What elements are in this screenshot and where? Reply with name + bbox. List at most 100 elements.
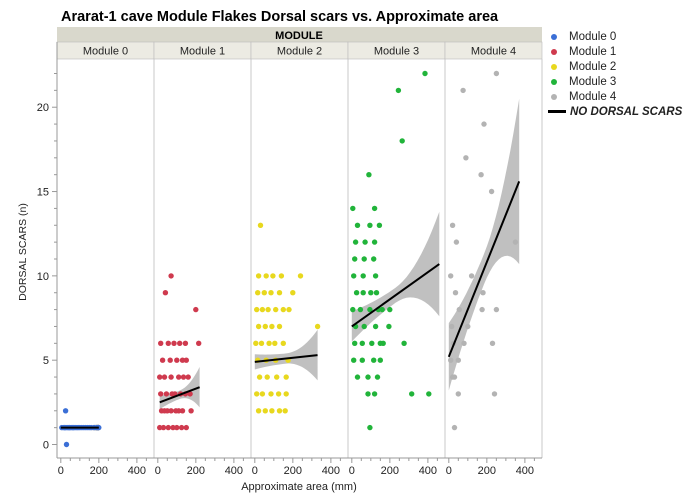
panel-module-2: Module 2 0 200 400 <box>250 41 349 477</box>
panel-header-label: Module 4 <box>471 46 516 58</box>
data-point <box>269 323 275 330</box>
data-point <box>168 273 174 279</box>
data-point <box>162 290 169 296</box>
data-point <box>351 357 357 363</box>
data-point <box>62 408 69 414</box>
legend-label: Module 3 <box>569 75 617 88</box>
data-point <box>352 239 359 245</box>
data-point <box>188 408 194 414</box>
data-point <box>174 424 180 431</box>
legend-marker <box>551 93 557 100</box>
fit-line <box>254 354 318 363</box>
data-point <box>183 357 189 363</box>
legend-item-fit: NO DORSAL SCARS <box>548 104 682 119</box>
data-point <box>359 340 365 346</box>
data-point <box>278 273 285 279</box>
data-point <box>452 290 459 296</box>
data-point <box>180 374 187 380</box>
data-point <box>367 424 373 431</box>
data-point <box>395 87 402 94</box>
data-point <box>478 172 484 178</box>
data-point <box>276 290 283 296</box>
legend-label: Module 2 <box>569 60 617 73</box>
data-point <box>272 340 278 346</box>
module-header-label: MODULE <box>275 30 323 42</box>
panel-module-3: Module 3 0 200 400 <box>347 41 446 477</box>
y-axis-label: DORSAL SCARS (n) <box>17 203 29 301</box>
data-point <box>167 357 173 363</box>
data-point <box>449 222 456 228</box>
data-point <box>158 340 164 346</box>
data-point <box>372 323 379 330</box>
data-point <box>264 374 270 380</box>
x-tick-label: 200 <box>284 465 302 477</box>
data-point <box>282 408 288 414</box>
data-point <box>371 239 378 245</box>
data-point <box>174 357 180 363</box>
data-point <box>480 290 486 296</box>
data-point <box>269 408 275 414</box>
data-point <box>283 374 289 380</box>
data-point <box>377 357 383 363</box>
panel-header <box>444 41 543 60</box>
data-point <box>371 357 377 363</box>
data-point <box>353 290 360 296</box>
data-point <box>453 239 460 245</box>
legend-marker <box>551 48 557 55</box>
data-point <box>176 374 182 380</box>
data-point <box>360 273 366 279</box>
data-point <box>286 306 292 313</box>
data-point <box>273 306 279 313</box>
module-header-bar <box>57 27 542 42</box>
data-point <box>178 424 185 431</box>
x-tick-label: 0 <box>252 465 258 477</box>
fit-line <box>351 263 440 328</box>
panels: Module 0 0 200 400 Module 1 0 200 400 Module 2 0 2… <box>56 41 543 477</box>
confidence-band <box>254 329 318 381</box>
data-point <box>361 256 367 262</box>
data-point <box>449 323 455 330</box>
legend-item-module-3: Module 3 <box>548 74 682 89</box>
data-point <box>426 391 432 397</box>
data-point <box>283 391 289 397</box>
y-tick-label: 10 <box>37 271 49 283</box>
data-point <box>367 306 373 313</box>
y-axis: 0 5 10 15 20 <box>37 42 58 458</box>
x-tick-label: 400 <box>322 465 340 477</box>
data-point <box>193 306 199 313</box>
data-point <box>350 205 356 212</box>
data-point <box>512 239 519 245</box>
x-tick-label: 0 <box>446 465 452 477</box>
data-point <box>255 323 262 330</box>
data-point <box>465 323 471 330</box>
confidence-band <box>351 211 440 342</box>
y-tick-label: 0 <box>43 440 49 452</box>
x-tick-label: 0 <box>349 465 355 477</box>
panel-header-label: Module 2 <box>277 46 322 58</box>
data-point <box>165 340 171 346</box>
legend-marker <box>551 78 557 85</box>
data-point <box>158 391 164 397</box>
data-point <box>362 239 368 245</box>
data-point <box>365 391 371 397</box>
data-point <box>177 340 183 346</box>
data-point <box>422 70 428 77</box>
data-point <box>314 323 321 330</box>
data-point <box>182 340 189 346</box>
data-point <box>455 357 461 363</box>
data-point <box>183 424 189 431</box>
panel-header-label: Module 0 <box>83 46 128 58</box>
data-point <box>157 374 163 380</box>
x-tick-label: 0 <box>155 465 161 477</box>
data-point <box>261 290 267 296</box>
data-point <box>259 391 266 397</box>
x-tick-label: 200 <box>187 465 205 477</box>
data-point <box>493 306 500 313</box>
data-point <box>161 374 168 380</box>
data-point <box>196 340 202 346</box>
data-point <box>160 424 167 431</box>
panel-module-4: Module 4 0 200 400 <box>444 41 543 477</box>
data-point <box>268 290 274 296</box>
x-tick-label: 400 <box>225 465 243 477</box>
